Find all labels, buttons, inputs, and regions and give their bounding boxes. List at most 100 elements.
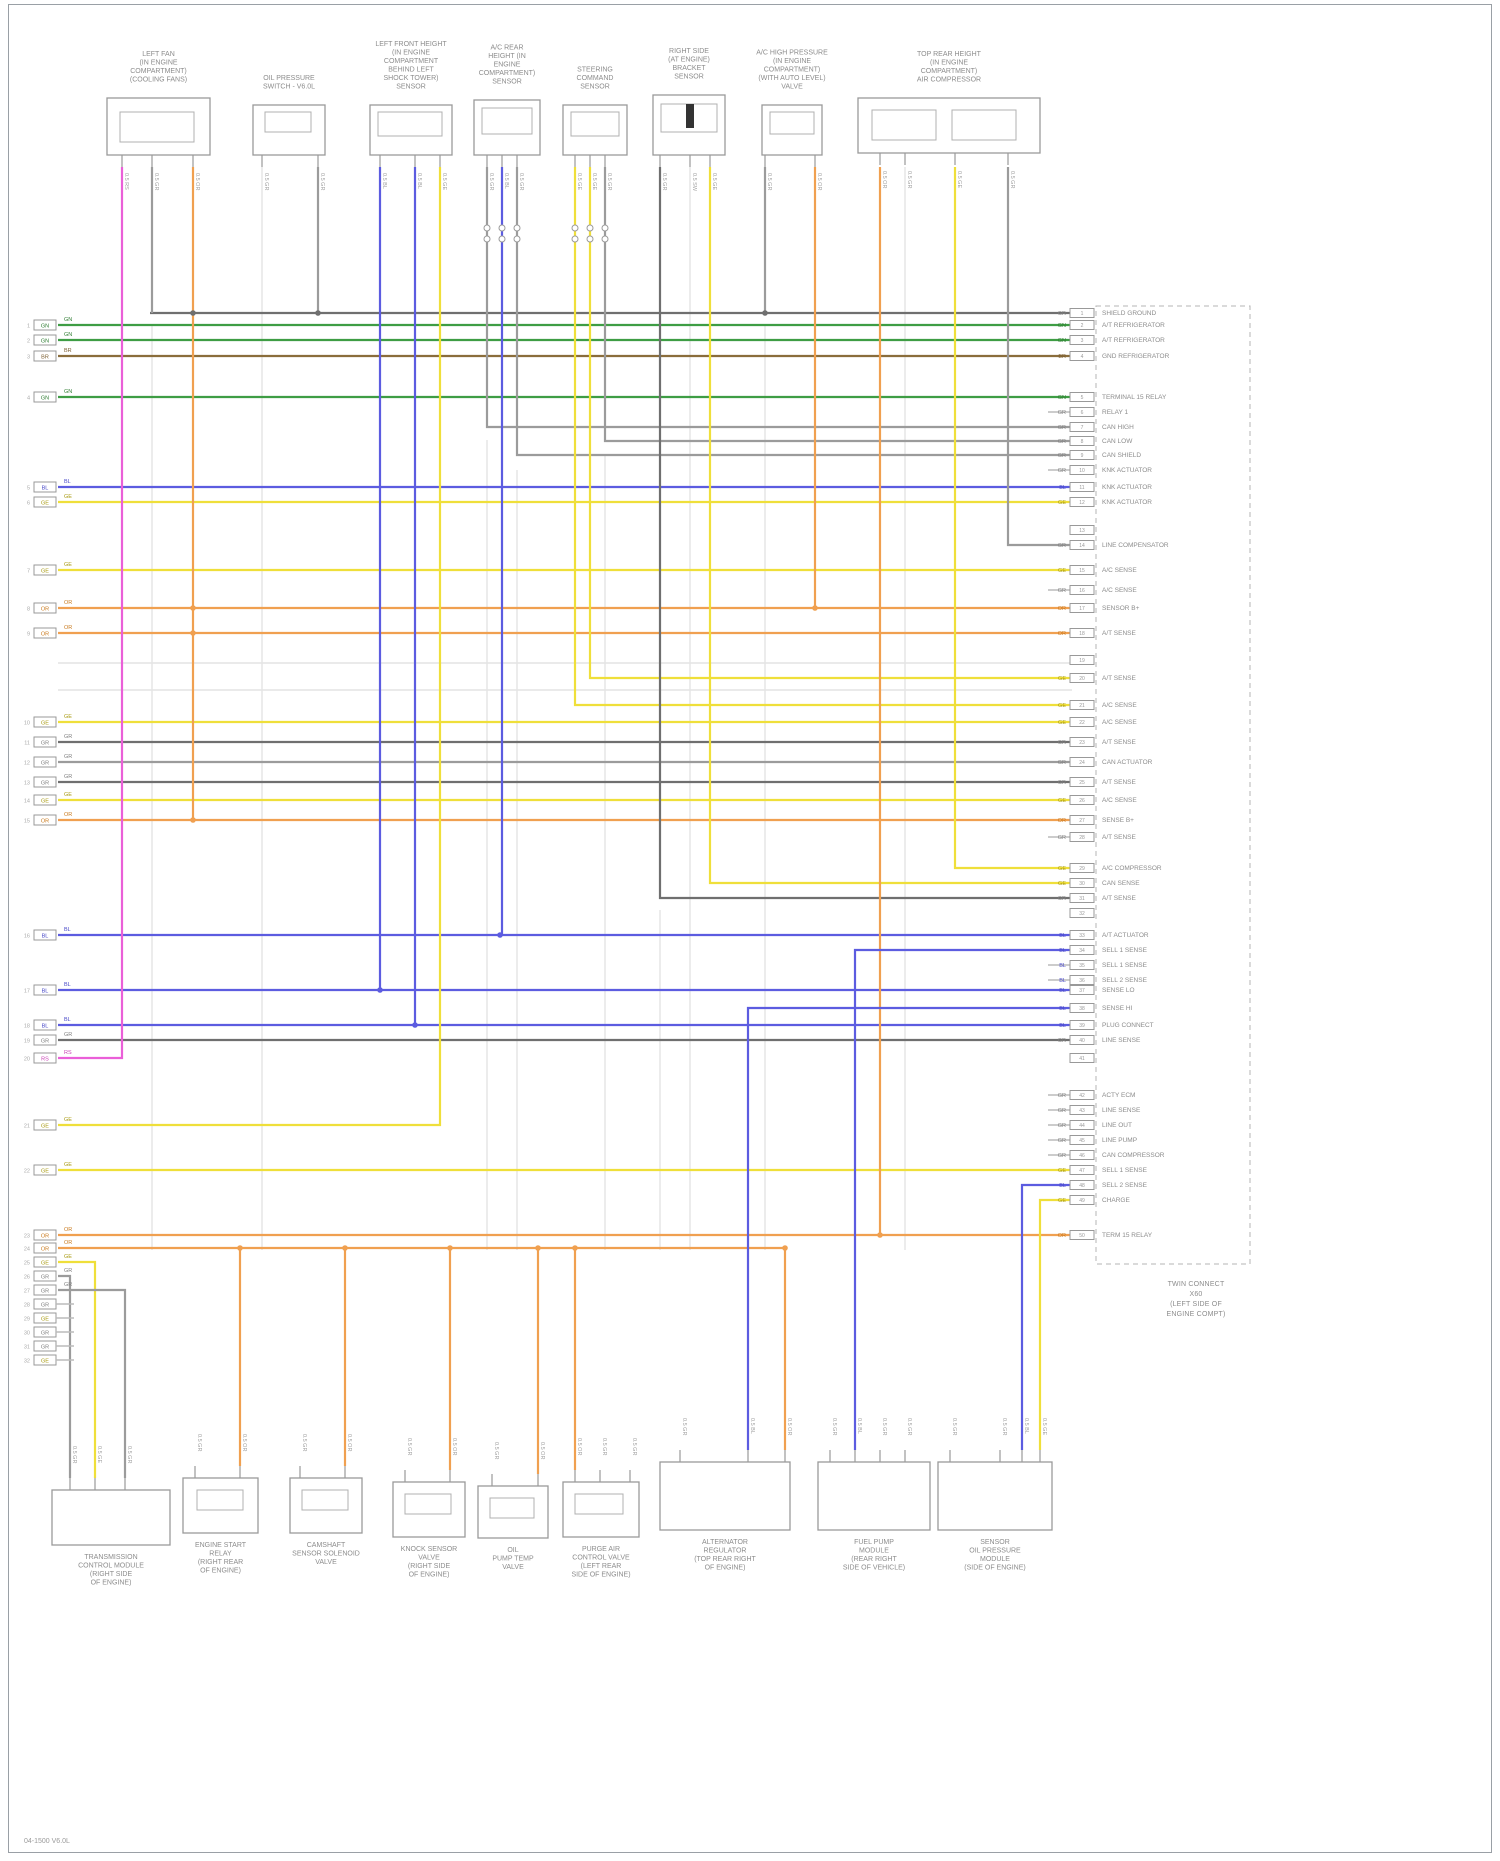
- inline-connector-icon: [601, 235, 609, 243]
- junction-dot: [315, 310, 321, 316]
- left-pin: [33, 481, 57, 493]
- component-label: A/C HIGH PRESSURE: [756, 50, 828, 57]
- ecm-pin: [1069, 737, 1095, 747]
- junction-dot: [190, 310, 196, 316]
- ecm-pin: [1069, 975, 1095, 985]
- wire-code-label: 0.5 BL: [416, 173, 422, 189]
- ecm-pin-code: BL: [1059, 485, 1066, 491]
- component-label: ENGINE START: [195, 1542, 247, 1549]
- left-pin-code: GN: [41, 339, 49, 345]
- ecm-pin-code: GR: [1058, 468, 1066, 474]
- left-pin: [33, 1270, 57, 1282]
- ecm-pin: [1069, 1003, 1095, 1013]
- ecm-pin-code: GN: [1058, 395, 1066, 401]
- ecm-signal-name: CAN SHIELD: [1102, 452, 1141, 459]
- inline-connector-icon: [483, 224, 491, 232]
- component-label: (IN ENGINE: [392, 50, 430, 57]
- ecm-pin-code: GR: [1058, 835, 1066, 841]
- ecm-pin: [1069, 960, 1095, 970]
- left-pin-number: 20: [24, 1057, 30, 1063]
- left-pin: [33, 391, 57, 403]
- connector-note-line: (LEFT SIDE OF: [1170, 1301, 1222, 1308]
- component-box: [369, 104, 453, 156]
- ecm-pin-code: BL: [1059, 988, 1066, 994]
- left-pin-code: GE: [41, 501, 49, 507]
- wire-gr: [515, 167, 1072, 457]
- left-pin: [33, 716, 57, 728]
- ecm-pin-number: 25: [1079, 780, 1085, 786]
- left-pin-code: GR: [41, 781, 49, 787]
- wire-code-label: 0.5 OR: [786, 1418, 792, 1435]
- left-pin-number: 3: [27, 355, 30, 361]
- ecm-signal-name: A/T SENSE: [1102, 675, 1137, 682]
- component-label: FUEL PUMP: [854, 1539, 894, 1546]
- component-label: SIDE OF VEHICLE): [843, 1565, 905, 1572]
- left-pin-number: 4: [27, 396, 30, 402]
- wire-code-label: 0.5 SW: [691, 173, 697, 192]
- left-pin-number: 26: [24, 1275, 30, 1281]
- ecm-signal-name: CAN LOW: [1102, 438, 1133, 445]
- left-pin-number: 27: [24, 1289, 30, 1295]
- ecm-pin-number: 4: [1081, 354, 1084, 360]
- wire-bl: [746, 1006, 1072, 1450]
- component-box: [817, 1461, 931, 1531]
- ecm-pin: [1069, 497, 1095, 507]
- inline-connector-icon: [601, 224, 609, 232]
- ecm-pin: [1069, 585, 1095, 595]
- ecm-pin: [1069, 655, 1095, 665]
- wire-code-label: 0.5 GE: [96, 1446, 102, 1463]
- left-pin: [33, 756, 57, 768]
- component-label: A/C REAR: [490, 45, 523, 52]
- wire-code-label: BL: [64, 927, 71, 933]
- left-pin-code: GR: [41, 1289, 49, 1295]
- wire-code-label: 0.5 GE: [711, 173, 717, 190]
- left-pin-code: GE: [41, 1169, 49, 1175]
- ecm-signal-name: A/C SENSE: [1102, 587, 1137, 594]
- component-label: OF ENGINE): [705, 1565, 746, 1572]
- wire-code-label: GE: [64, 1254, 72, 1260]
- component-label: VALVE: [502, 1564, 524, 1571]
- wire-code-label: 0.5 OR: [816, 173, 822, 190]
- wire-code-label: GR: [64, 734, 72, 740]
- left-pin: [33, 627, 57, 639]
- ecm-signal-name: SENSE LO: [1102, 987, 1135, 994]
- wire-code-label: 0.5 GR: [881, 1418, 887, 1435]
- ecm-signal-name: SHIELD GROUND: [1102, 310, 1156, 317]
- ecm-pin: [1069, 945, 1095, 955]
- component-label: (IN ENGINE: [930, 60, 968, 67]
- ecm-pin-code: GE: [1058, 866, 1066, 872]
- ecm-pin-code: BL: [1059, 1006, 1066, 1012]
- left-pin: [33, 929, 57, 941]
- wire-gr: [58, 1274, 72, 1478]
- ecm-pin-number: 18: [1079, 631, 1085, 637]
- wire-bl: [853, 948, 1072, 1450]
- ecm-pin-code: GR: [1058, 740, 1066, 746]
- ecm-pin-number: 1: [1081, 311, 1084, 317]
- left-pin-code: RS: [41, 1057, 49, 1063]
- wire-code-label: OR: [64, 1227, 72, 1233]
- ecm-signal-name: PLUG CONNECT: [1102, 1022, 1154, 1029]
- ecm-pin-number: 15: [1079, 568, 1085, 574]
- component-box: [473, 99, 541, 156]
- ecm-signal-name: SELL 1 SENSE: [1102, 1167, 1148, 1174]
- left-pin: [33, 1284, 57, 1296]
- component-label: OIL PRESSURE: [263, 75, 315, 82]
- ecm-signal-name: A/C SENSE: [1102, 567, 1137, 574]
- ecm-signal-name: A/C SENSE: [1102, 797, 1137, 804]
- ecm-pin-number: 38: [1079, 1006, 1085, 1012]
- ecm-pin: [1069, 320, 1095, 330]
- ecm-pin-number: 39: [1079, 1023, 1085, 1029]
- junction-dot: [782, 1245, 788, 1251]
- wire-code-label: 0.5 GR: [951, 1418, 957, 1435]
- left-pin-number: 22: [24, 1169, 30, 1175]
- ecm-pin-code: GE: [1058, 676, 1066, 682]
- wire-code-label: 0.5 GR: [1001, 1418, 1007, 1435]
- component-label: (COOLING FANS): [130, 77, 187, 84]
- component-label: CAMSHAFT: [307, 1542, 346, 1549]
- component-label: (WITH AUTO LEVEL): [758, 75, 825, 82]
- ecm-pin-number: 41: [1079, 1056, 1085, 1062]
- ecm-pin-number: 28: [1079, 835, 1085, 841]
- left-pin-number: 2: [27, 339, 30, 345]
- component-label: PUMP TEMP: [492, 1556, 534, 1563]
